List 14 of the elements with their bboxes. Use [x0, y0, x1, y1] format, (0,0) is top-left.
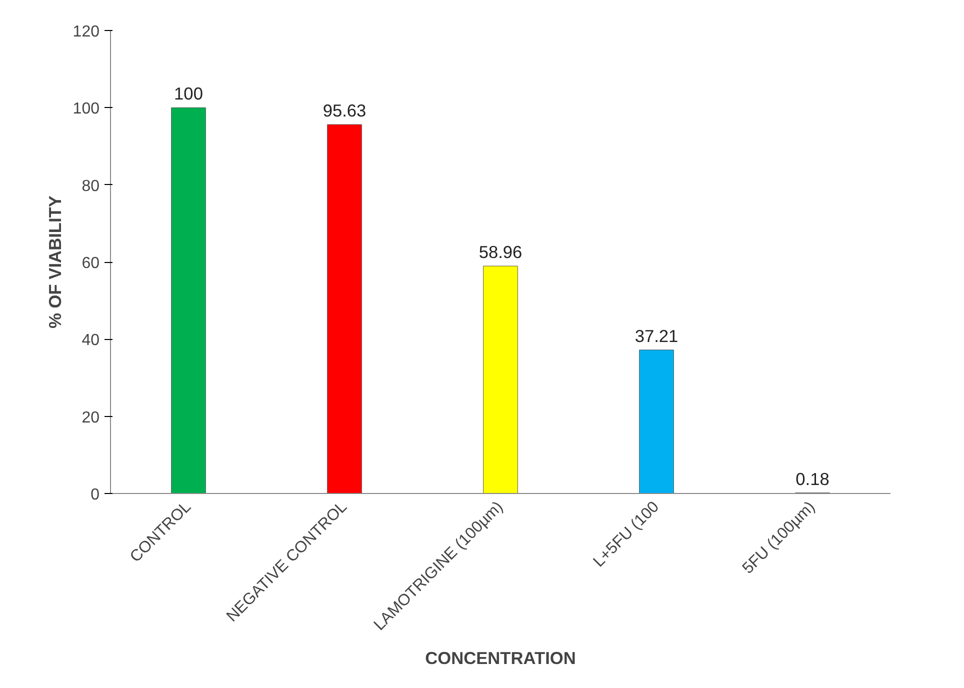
- y-tick-label: 100: [72, 100, 100, 118]
- y-tick-label: 80: [82, 178, 100, 195]
- y-tick-label: 20: [82, 409, 100, 426]
- data-label: 58.96: [478, 242, 522, 262]
- x-axis-title: CONCENTRATION: [425, 648, 576, 668]
- y-tick-label: 60: [82, 255, 100, 272]
- data-label: 100: [174, 84, 203, 104]
- y-tick-label: 40: [82, 332, 100, 350]
- data-label: 37.21: [634, 326, 678, 346]
- data-label: 95.63: [322, 100, 366, 121]
- y-tick-label: 120: [72, 24, 100, 40]
- data-label: 0.18: [796, 468, 830, 489]
- y-tick-label: 0: [90, 486, 100, 504]
- y-axis-title: % OF VIABILITY: [44, 195, 65, 328]
